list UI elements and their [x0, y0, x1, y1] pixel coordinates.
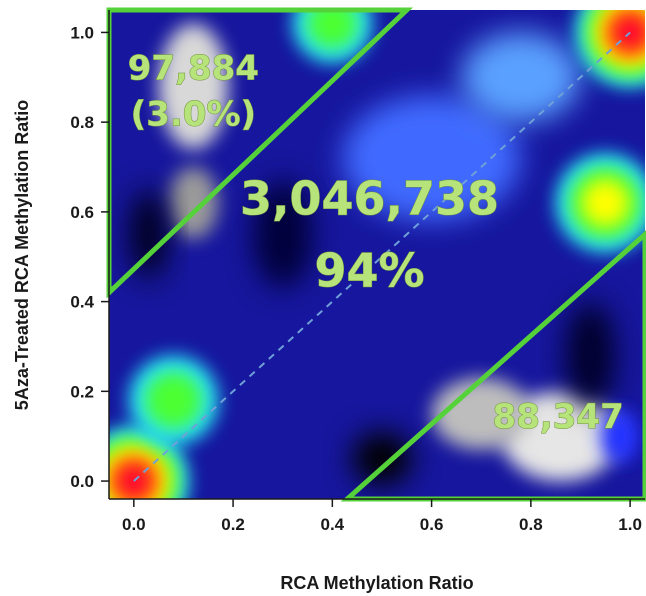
y-tick-label: 0.4: [70, 293, 94, 312]
region-annotations: 97,884 (3.0%) 3,046,738 94% 88,347: [127, 48, 624, 437]
center-count-line-1: 94%: [315, 243, 425, 297]
heatmap-shade-4: [352, 431, 412, 486]
x-tick-label: 0.4: [321, 515, 345, 534]
heatmap-density-layer: [109, 10, 645, 499]
heatmap-shade-2: [501, 391, 621, 482]
y-tick-label: 0.8: [70, 113, 94, 132]
y-axis-title: 5Aza-Treated RCA Methylation Ratio: [12, 100, 32, 410]
x-tick-label: 0.0: [122, 515, 146, 534]
heatmap-shade-9: [565, 301, 616, 410]
heatmap-shade-6: [128, 189, 169, 280]
y-tick-label: 0.0: [70, 472, 94, 491]
lower-right-count-line-0: 88,347: [493, 397, 624, 437]
heatmap-shade-8: [461, 32, 581, 123]
x-axis-title: RCA Methylation Ratio: [280, 573, 473, 593]
upper-left-count-line-0: 97,884: [128, 49, 259, 89]
x-tick-label: 0.8: [519, 515, 543, 534]
center-count-line-0: 3,046,738: [240, 171, 499, 225]
y-axis-ticks: 0.0 0.2 0.4 0.6 0.8 1.0: [70, 23, 109, 491]
heatmap-shade-1: [168, 167, 219, 239]
density-hotspot-4-ring-1: [306, 10, 358, 49]
x-tick-label: 1.0: [618, 515, 642, 534]
heatmap-shade-10: [600, 409, 641, 464]
plot-area: [109, 10, 645, 499]
density-hotspot-3-ring-1: [144, 371, 203, 430]
x-tick-label: 0.2: [221, 515, 245, 534]
heatmap-shade-5: [252, 180, 313, 289]
heatmap-shade-7: [342, 95, 521, 221]
heatmap-shade-3: [431, 377, 531, 450]
y-tick-label: 0.6: [70, 203, 94, 222]
density-hotspot-2-ring-2: [581, 179, 629, 227]
x-axis-ticks: 0.0 0.2 0.4 0.6 0.8 1.0: [122, 499, 642, 534]
upper-left-count-line-1: (3.0%): [131, 95, 256, 135]
x-tick-label: 0.6: [420, 515, 444, 534]
y-tick-label: 0.2: [70, 382, 94, 401]
y-tick-label: 1.0: [70, 23, 94, 42]
heatmap-shade-0: [158, 23, 229, 150]
